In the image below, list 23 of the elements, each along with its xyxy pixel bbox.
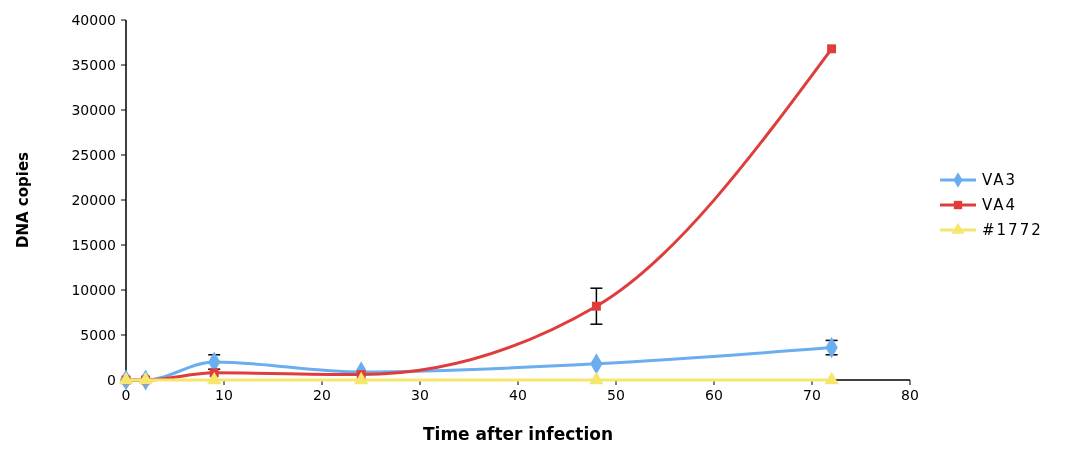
y-tick-label: 40000 [71,12,116,28]
legend-label: VA4 [982,196,1018,214]
x-tick-label: 30 [411,387,429,403]
y-tick-label: 15000 [71,237,116,253]
y-tick-label: 35000 [71,57,116,73]
x-tick-label: 20 [313,387,331,403]
y-tick-label: 10000 [71,282,116,298]
y-tick-label: 25000 [71,147,116,163]
y-tick-label: 20000 [71,192,116,208]
x-tick-label: 0 [121,387,131,403]
x-tick-label: 10 [215,387,233,403]
legend-label: VA3 [982,171,1018,189]
x-axis-title: Time after infection [422,424,614,444]
x-tick-label: 40 [509,387,527,403]
legend-label: #1772 [982,221,1043,239]
x-tick-label: 70 [803,387,821,403]
y-tick-label: 5000 [80,327,116,343]
x-tick-label: 50 [607,387,625,403]
x-tick-label: 60 [705,387,723,403]
y-tick-label: 30000 [71,102,116,118]
y-tick-label: 0 [107,372,116,388]
y-axis-title: DNA copies [14,151,32,249]
x-tick-label: 80 [901,387,919,403]
